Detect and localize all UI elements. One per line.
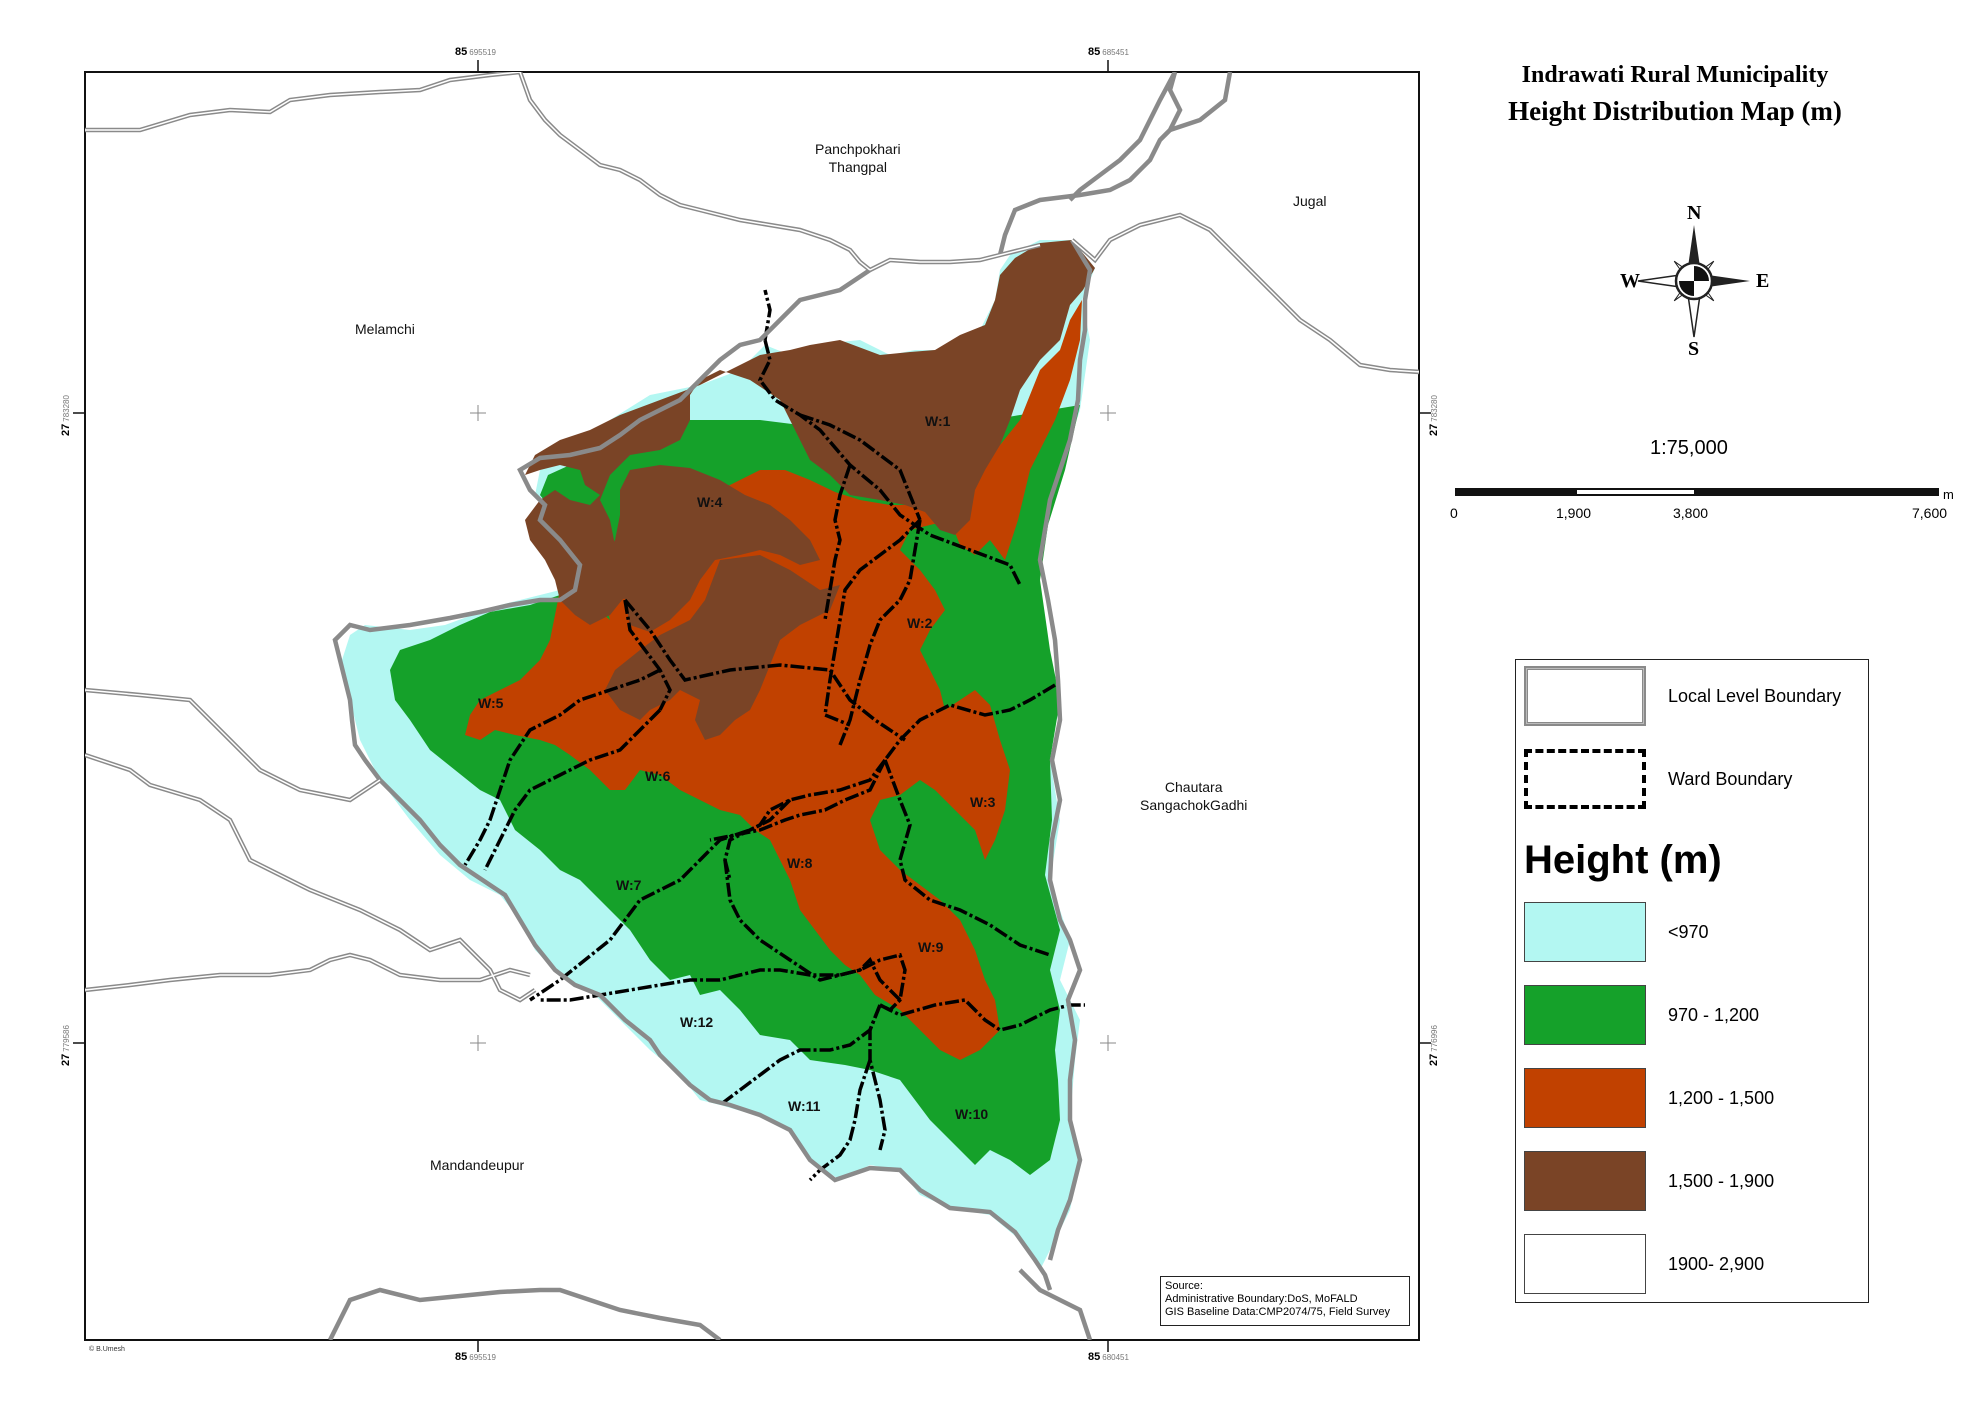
legend-label-ward-boundary: Ward Boundary (1668, 769, 1793, 789)
place-label-panchpokhari: Panchpokhari Thangpal (815, 141, 901, 175)
scale-tick-3: 7,600 (1912, 505, 1948, 521)
ward-label-11: W:11 (788, 1098, 821, 1114)
ward-label-2: W:2 (907, 615, 933, 631)
source-line-1: Administrative Boundary:DoS, MoFALD (1165, 1293, 1358, 1305)
grid-label-left-2: 27779586 (60, 1025, 72, 1066)
graticule-crosses (470, 405, 1116, 1051)
scale-bar (1455, 488, 1939, 496)
ward-label-7: W:7 (616, 877, 642, 893)
ward-label-1: W:1 (925, 413, 951, 429)
source-note: Source: Administrative Boundary:DoS, MoF… (1160, 1276, 1410, 1326)
grid-label-right-2: 27776996 (1428, 1025, 1440, 1066)
legend-swatch-height-class (1524, 985, 1646, 1045)
map-title-line-1: Indrawati Rural Municipality (1521, 62, 1829, 88)
ward-label-4: W:4 (697, 494, 723, 510)
grid-label-top-2: 85 685451 (1088, 46, 1129, 58)
place-label-melamchi: Melamchi (355, 321, 415, 337)
legend-swatch-height-class (1524, 1234, 1646, 1294)
frame-ticks (73, 60, 1431, 1352)
grid-label-bottom-2: 85 680451 (1088, 1351, 1129, 1363)
scale-ratio: 1:75,000 (1650, 437, 1728, 459)
compass-east-label: E (1756, 270, 1770, 292)
grid-label-top-1: 85 695519 (455, 46, 496, 58)
height-zone-1500-1900 (605, 555, 840, 740)
legend-label-height-class: 1,500 - 1,900 (1668, 1171, 1775, 1191)
compass-west-label: W (1620, 270, 1640, 292)
scale-tick-0: 0 (1450, 505, 1458, 521)
scale-unit: m (1943, 487, 1954, 502)
grid-label-bottom-1: 85 695519 (455, 1351, 496, 1363)
grid-label-left-1: 27783280 (60, 395, 72, 436)
legend-swatch-ward-boundary (1524, 749, 1646, 809)
height-zone-1500-1900 (525, 240, 1095, 625)
legend-heading: Height (m) (1524, 838, 1722, 882)
ward-boundaries (463, 289, 1085, 1182)
north-arrow-compass-icon (1637, 225, 1750, 338)
legend-label-height-class: 1900- 2,900 (1668, 1254, 1765, 1274)
grid-label-right-1: 27783280 (1428, 395, 1440, 436)
ward-label-9: W:9 (918, 939, 944, 955)
legend-swatch-height-class (1524, 1151, 1646, 1211)
source-heading: Source: (1165, 1280, 1203, 1292)
ward-label-5: W:5 (478, 695, 504, 711)
map-title: Indrawati Rural Municipality Height Dist… (1450, 58, 1900, 130)
legend-label-height-class: 1,200 - 1,500 (1668, 1088, 1775, 1108)
legend-label-local-boundary: Local Level Boundary (1668, 686, 1842, 706)
legend-swatch-local-boundary (1524, 666, 1646, 726)
credit-text: © B.Umesh (89, 1346, 125, 1353)
legend-swatch-height-class (1524, 1068, 1646, 1128)
ward-label-12: W:12 (680, 1014, 714, 1030)
map-title-line-2: Height Distribution Map (m) (1508, 96, 1842, 126)
height-zone-1500-1900 (605, 465, 820, 632)
scale-tick-2: 3,800 (1673, 505, 1709, 521)
ward-label-6: W:6 (645, 768, 671, 784)
place-label-mandandeupur: Mandandeupur (430, 1157, 525, 1173)
legend: Local Level Boundary Ward Boundary Heigh… (1515, 659, 1869, 1303)
legend-swatch-height-class (1524, 902, 1646, 962)
compass-north-label: N (1687, 202, 1702, 224)
ward-label-3: W:3 (970, 794, 996, 810)
ward-label-8: W:8 (787, 855, 813, 871)
place-label-jugal: Jugal (1293, 193, 1327, 209)
legend-label-height-class: <970 (1668, 922, 1709, 942)
ward-label-10: W:10 (955, 1106, 989, 1122)
compass-south-label: S (1688, 338, 1700, 360)
scale-tick-1: 1,900 (1556, 505, 1592, 521)
legend-label-height-class: 970 - 1,200 (1668, 1005, 1760, 1025)
source-line-2: GIS Baseline Data:CMP2074/75, Field Surv… (1165, 1306, 1391, 1318)
place-label-chautara: Chautara SangachokGadhi (1140, 779, 1248, 813)
